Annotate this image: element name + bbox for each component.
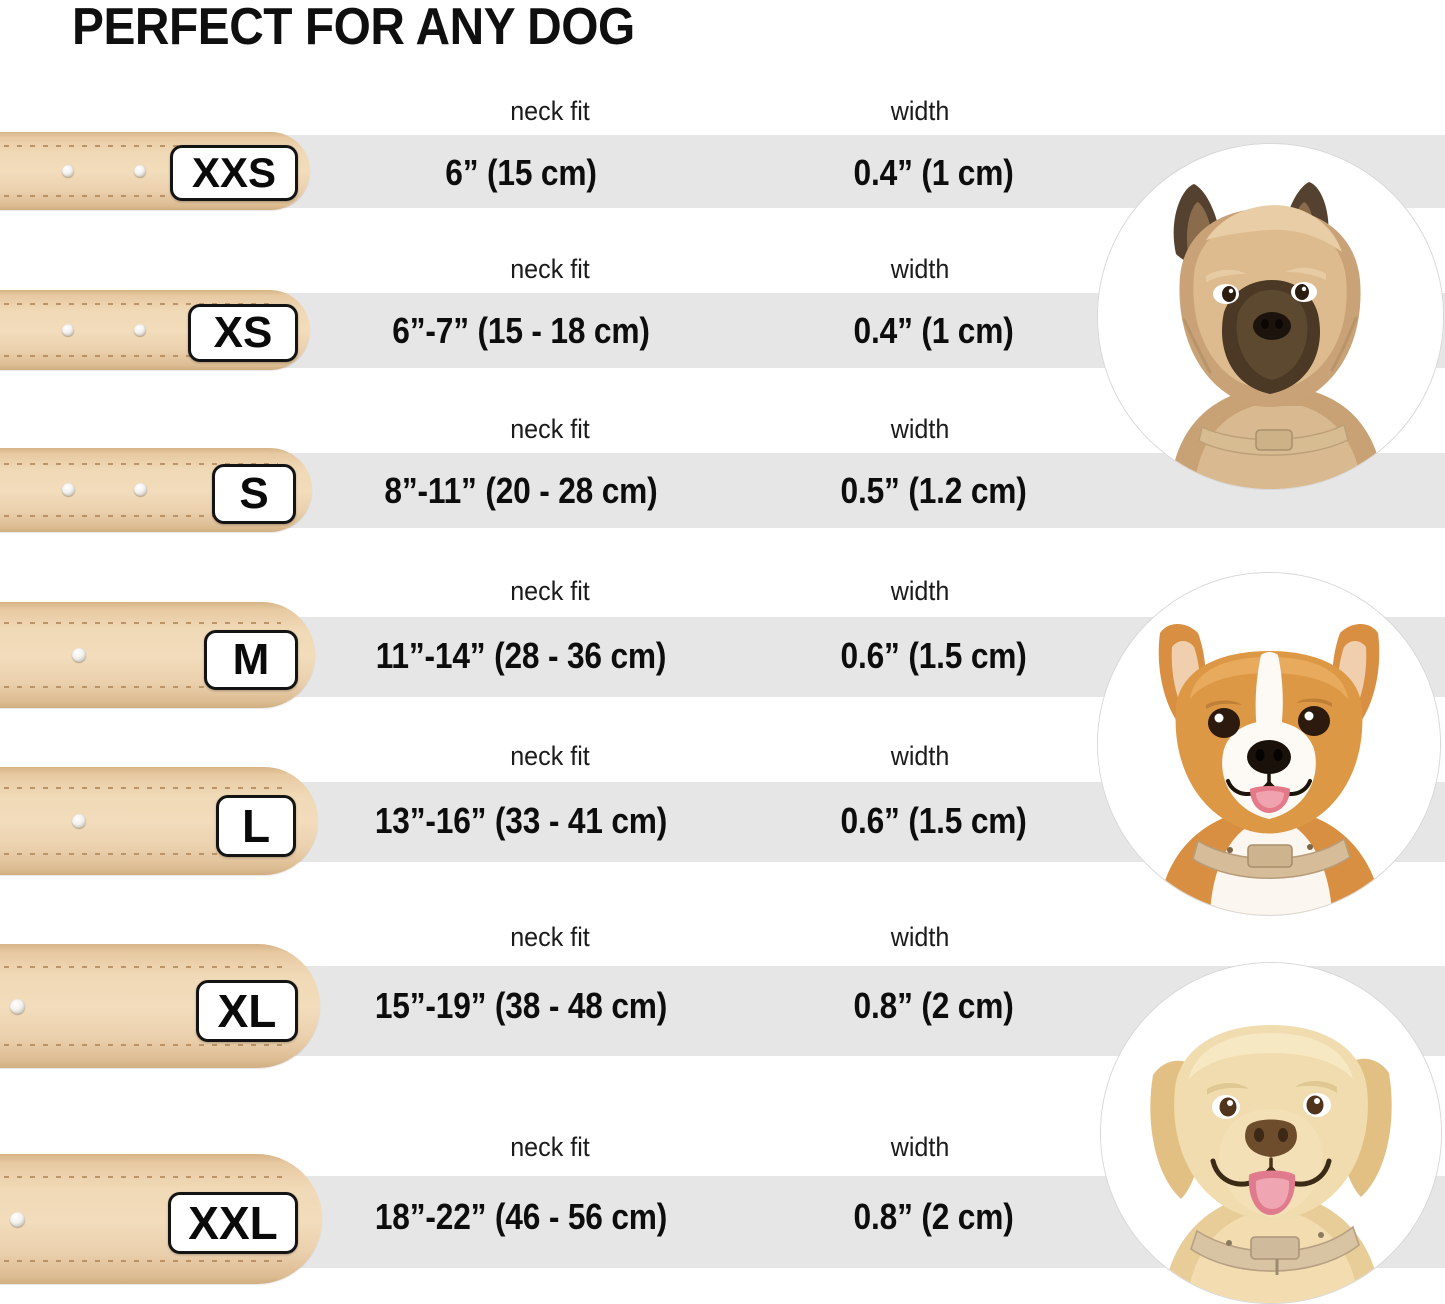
strap-stitching-bottom	[0, 1044, 286, 1046]
column-header-neck-fit: neck fit	[510, 96, 590, 126]
size-badge-m: M	[204, 630, 298, 690]
neck-fit-value: 18”-22” (46 - 56 cm)	[374, 1196, 668, 1237]
neck-fit-value: 6” (15 cm)	[445, 152, 597, 193]
labrador-retriever-illustration	[1101, 963, 1441, 1303]
size-row-s: neck fit width S 8”-11” (20 - 28 cm) 0.5…	[0, 408, 1445, 583]
strap-stitching-bottom	[0, 853, 284, 855]
page-title: PERFECT FOR ANY DOG	[72, 0, 635, 56]
column-header-neck-fit: neck fit	[510, 414, 590, 444]
strap-stitching-bottom	[0, 355, 276, 357]
strap-eyelet	[10, 999, 25, 1014]
dog-photo-corgi	[1097, 572, 1441, 916]
dog-photo-labrador-retriever	[1100, 962, 1442, 1304]
strap-eyelet	[62, 483, 75, 496]
width-value: 0.5” (1.2 cm)	[840, 470, 1027, 511]
cairn-terrier-illustration	[1098, 144, 1443, 489]
neck-fit-value: 6”-7” (15 - 18 cm)	[392, 310, 650, 351]
strap-stitching-top	[0, 1176, 288, 1178]
neck-fit-value: 13”-16” (33 - 41 cm)	[374, 800, 668, 841]
column-header-neck-fit: neck fit	[510, 1132, 590, 1162]
column-header-width: width	[890, 922, 950, 952]
dog-photo-cairn-terrier	[1097, 143, 1444, 490]
column-header-neck-fit: neck fit	[510, 254, 590, 284]
size-chart: neck fit width XXS 6” (15 cm) 0.4” (1 cm…	[0, 90, 1445, 1301]
strap-stitching-bottom	[0, 686, 281, 688]
size-badge-xxl: XXL	[168, 1192, 298, 1254]
column-header-neck-fit: neck fit	[510, 922, 590, 952]
strap-eyelet	[62, 165, 74, 177]
width-value: 0.6” (1.5 cm)	[840, 635, 1027, 676]
column-header-neck-fit: neck fit	[510, 576, 590, 606]
column-header-neck-fit: neck fit	[510, 741, 590, 771]
strap-stitching-top	[0, 303, 276, 305]
column-header-width: width	[890, 741, 950, 771]
width-value: 0.4” (1 cm)	[853, 310, 1014, 351]
neck-fit-value: 15”-19” (38 - 48 cm)	[374, 985, 668, 1026]
strap-stitching-top	[0, 966, 286, 968]
neck-fit-value: 11”-14” (28 - 36 cm)	[375, 635, 667, 676]
width-value: 0.6” (1.5 cm)	[840, 800, 1027, 841]
strap-stitching-top	[0, 145, 276, 147]
width-value: 0.4” (1 cm)	[853, 152, 1014, 193]
strap-eyelet	[134, 165, 146, 177]
strap-stitching-top	[0, 463, 278, 465]
corgi-illustration	[1098, 573, 1440, 915]
size-badge-xs: XS	[188, 304, 298, 362]
column-header-width: width	[890, 254, 950, 284]
width-value: 0.8” (2 cm)	[853, 985, 1014, 1026]
neck-fit-value: 8”-11” (20 - 28 cm)	[384, 470, 658, 511]
strap-stitching-top	[0, 622, 281, 624]
strap-stitching-bottom	[0, 515, 278, 517]
column-header-width: width	[890, 1132, 950, 1162]
column-header-width: width	[890, 414, 950, 444]
size-badge-s: S	[212, 464, 296, 524]
strap-eyelet	[72, 648, 86, 662]
strap-stitching-top	[0, 787, 284, 789]
width-value: 0.8” (2 cm)	[853, 1196, 1014, 1237]
strap-stitching-bottom	[0, 195, 276, 197]
column-header-width: width	[890, 96, 950, 126]
strap-eyelet	[72, 814, 86, 828]
size-badge-xxs: XXS	[170, 145, 298, 201]
strap-stitching-bottom	[0, 1260, 288, 1262]
strap-eyelet	[10, 1212, 25, 1227]
strap-eyelet	[62, 324, 74, 336]
strap-eyelet	[134, 483, 147, 496]
column-header-width: width	[890, 576, 950, 606]
size-badge-l: L	[216, 795, 296, 857]
size-badge-xl: XL	[196, 980, 298, 1042]
strap-eyelet	[134, 324, 146, 336]
